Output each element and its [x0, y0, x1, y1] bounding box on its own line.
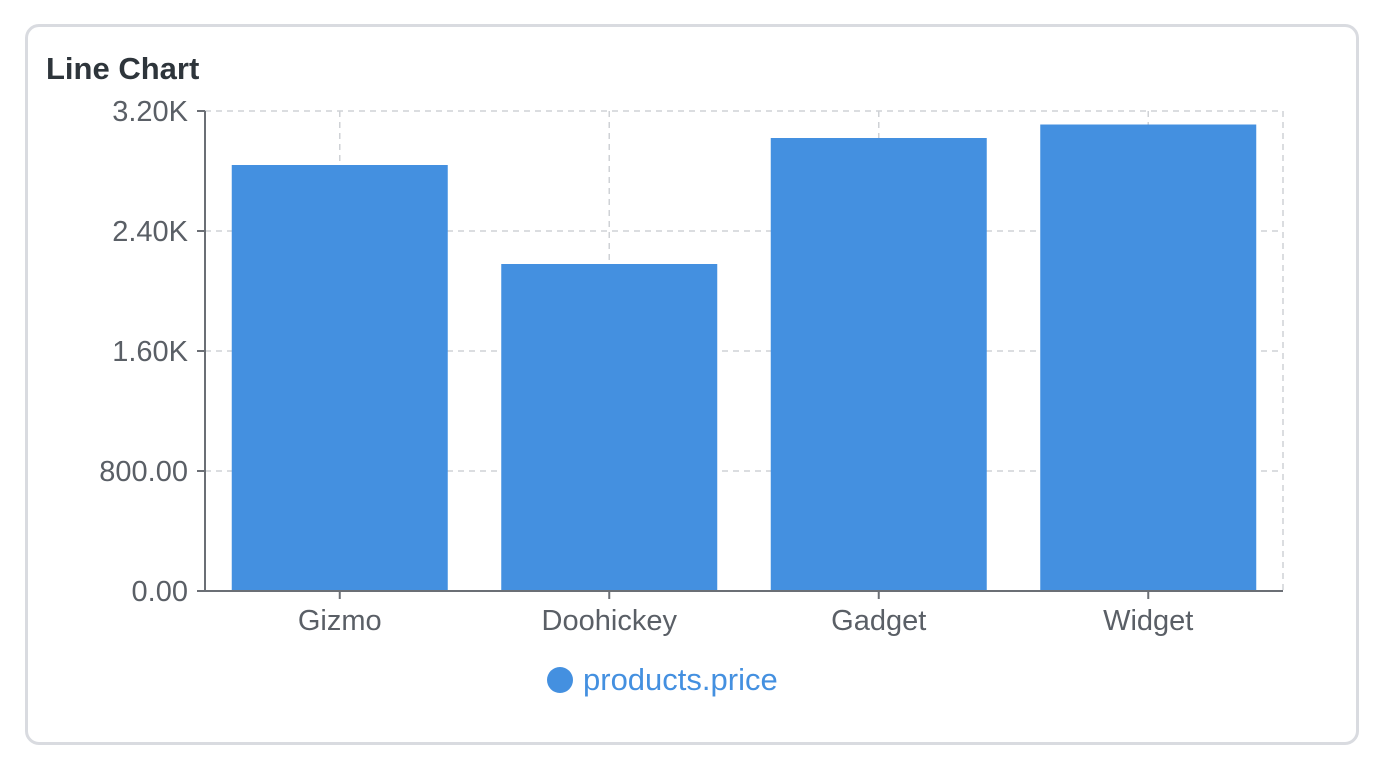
- y-tick-label: 800.00: [99, 456, 188, 488]
- x-tick-label: Gadget: [831, 605, 926, 637]
- y-tick-label: 0.00: [132, 576, 188, 608]
- x-tick-label: Doohickey: [542, 605, 678, 637]
- y-tick-label: 2.40K: [112, 216, 188, 248]
- x-axis-tick-labels: Gizmo Doohickey Gadget Widget: [298, 605, 1194, 637]
- x-tick-label: Gizmo: [298, 605, 382, 637]
- bars: [231, 124, 1257, 592]
- y-axis-tick-labels: 0.00 800.00 1.60K 2.40K 3.20K: [99, 96, 188, 608]
- bar-gizmo[interactable]: [231, 165, 448, 591]
- legend[interactable]: products.price: [547, 662, 778, 697]
- card-title[interactable]: Line Chart: [46, 51, 200, 86]
- y-tick-label: 1.60K: [112, 336, 188, 368]
- y-tick-label: 3.20K: [112, 96, 188, 128]
- bar-doohickey[interactable]: [501, 264, 718, 591]
- bar-gadget[interactable]: [770, 138, 987, 591]
- bar-widget[interactable]: [1040, 124, 1257, 592]
- axes: [197, 110, 1283, 599]
- legend-swatch[interactable]: [547, 667, 573, 693]
- x-tick-label: Widget: [1103, 605, 1193, 637]
- legend-label[interactable]: products.price: [583, 662, 778, 697]
